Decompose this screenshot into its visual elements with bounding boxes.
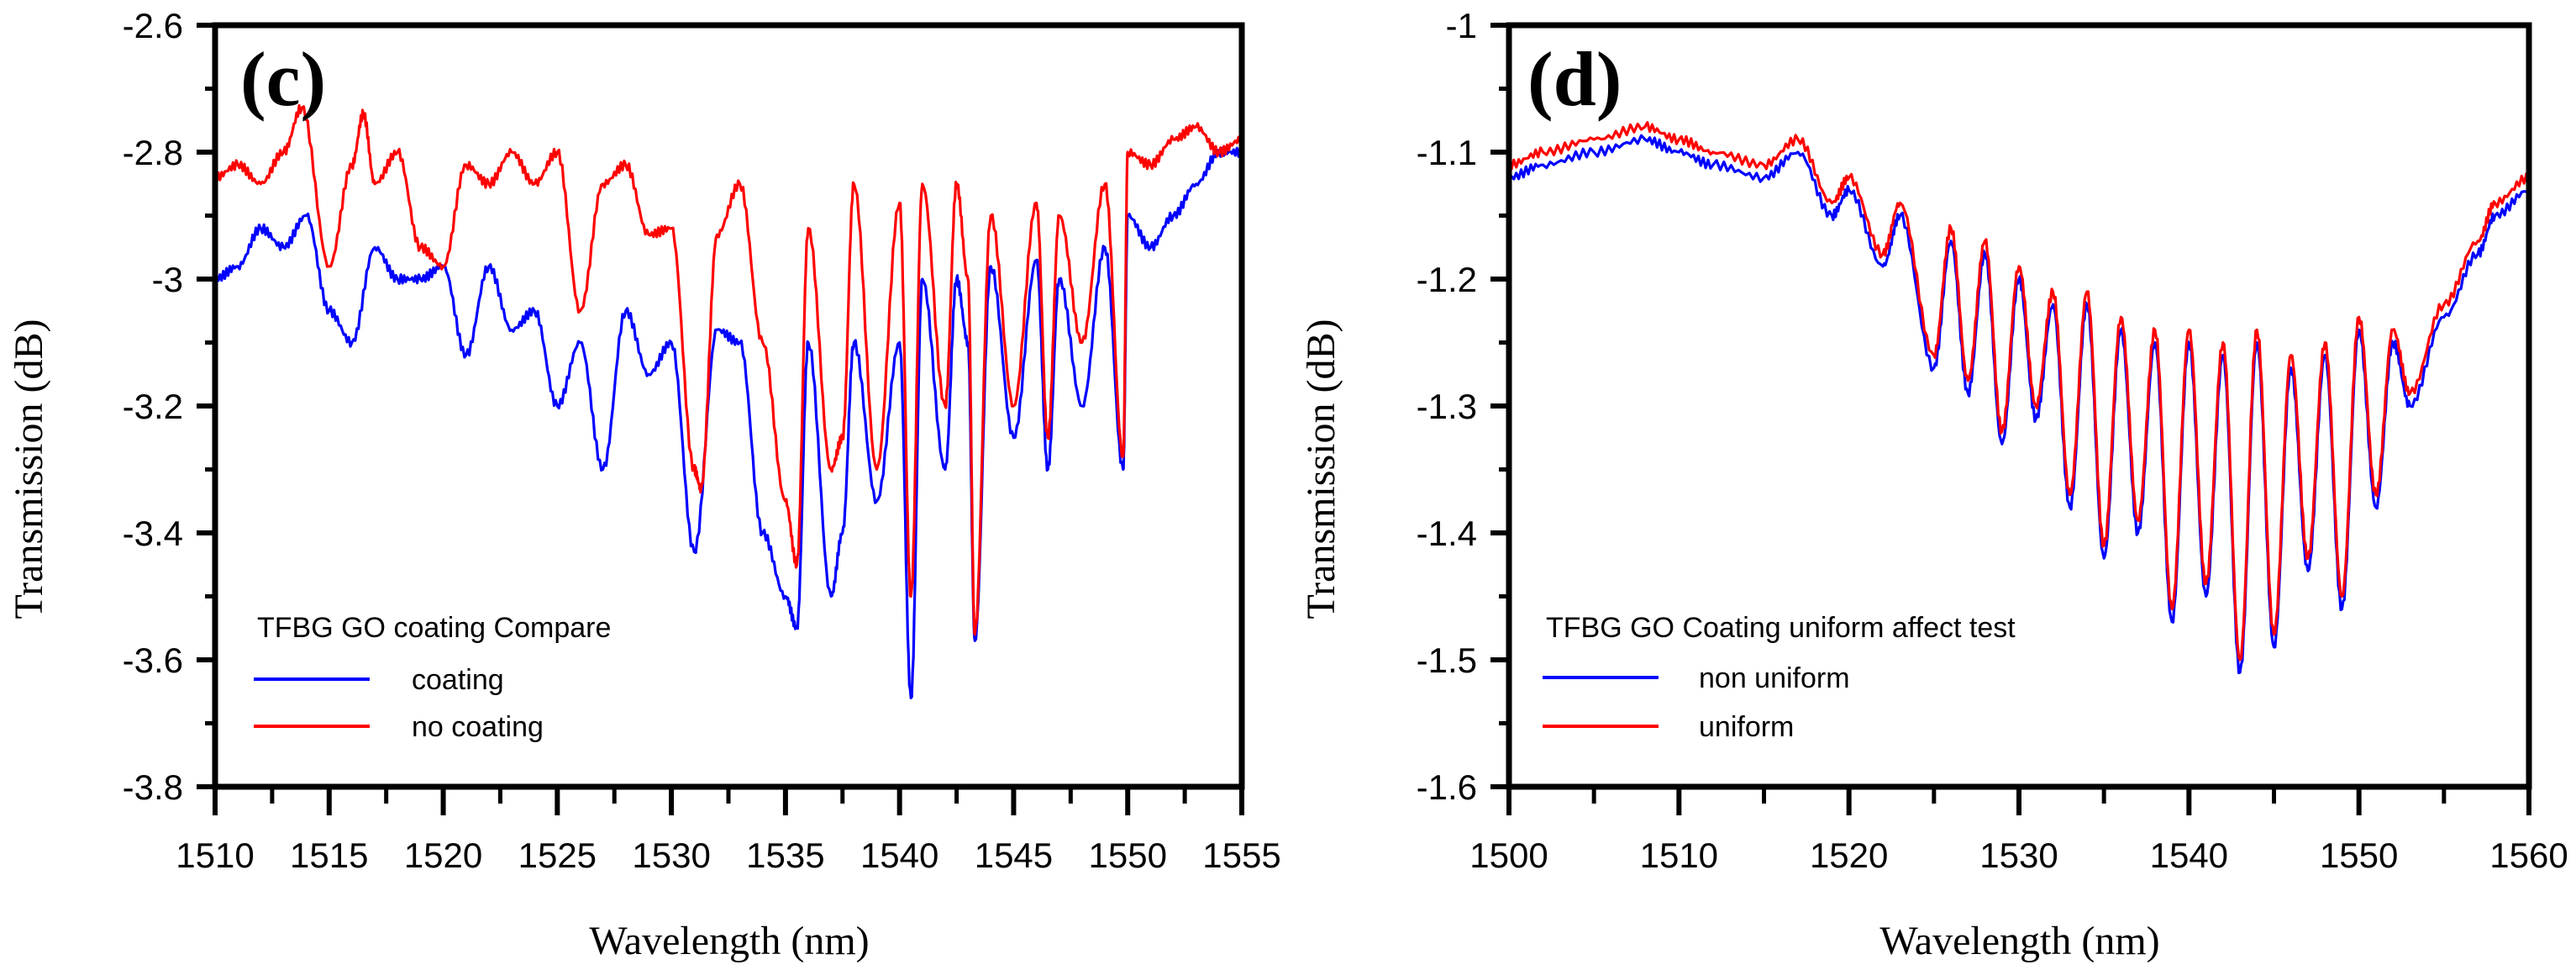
panel-c-x-tick-label: 1545	[975, 836, 1053, 875]
panel-c-y-tick-label: -3.4	[123, 514, 183, 553]
panel-d-frame	[1506, 22, 2532, 790]
panel-c-y-tick-label: -3.2	[123, 387, 183, 426]
panel-d-x-tick-label: 1540	[2150, 836, 2228, 875]
panel-c-series-coating	[214, 146, 1243, 699]
panel-c-x-tick-label: 1510	[176, 836, 254, 875]
panel-c-series	[213, 103, 1243, 699]
panel-d-y-tick-label: -1.6	[1417, 767, 1477, 807]
panel-c-x-tick-label: 1555	[1202, 836, 1280, 875]
panel-c-x-tick-label: 1535	[746, 836, 824, 875]
panel-d-series	[1507, 121, 2531, 675]
panel-d-legend-label-uniform: uniform	[1699, 711, 1794, 743]
panel-d-y-axis-title: Transmission (dB)	[1299, 319, 1343, 619]
panel-c-x-tick-label: 1540	[860, 836, 938, 875]
panel-c-x-axis-title: Wavelength (nm)	[589, 919, 869, 963]
panel-c-y-tick-label: -2.8	[123, 133, 183, 172]
panel-c-label: (c)	[240, 36, 326, 122]
panel-d-y-tick-label: -1.4	[1417, 514, 1477, 553]
panel-d-x-tick-label: 1520	[1810, 836, 1888, 875]
panel-c-y-axis-title: Transmission (dB)	[7, 319, 51, 619]
panel-c-y-tick-label: -3.8	[123, 767, 183, 807]
panel-d-y-tick-label: -1	[1446, 6, 1477, 45]
panel-d-y-tick-label: -1.1	[1417, 133, 1477, 172]
panel-c-y-tick-label: -3.6	[123, 641, 183, 680]
panel-c-x-tick-label: 1550	[1089, 836, 1167, 875]
panel-d-x-tick-label: 1550	[2320, 836, 2398, 875]
panel-c-x-tick-label: 1515	[290, 836, 368, 875]
panel-c-x-tick-label: 1530	[632, 836, 710, 875]
panel-c-series-no-coating	[213, 103, 1243, 636]
panel-d-legend: TFBG GO Coating uniform affect test non …	[1543, 612, 2016, 743]
panel-d-x-tick-label: 1510	[1640, 836, 1718, 875]
panel-c: Transmission (dB) Wavelength (nm) -3.8-3…	[7, 6, 1281, 963]
panel-d-x-tick-label: 1530	[1979, 836, 2058, 875]
panel-d-ticks: -1.6 -1.5 -1.4 -1.3 -1.2 -1.1 -1 1500 1510 1520 15…	[1417, 6, 2568, 875]
panel-d-x-axis-title: Wavelength (nm)	[1879, 919, 2159, 963]
panel-c-legend: TFBG GO coating Compare coating no coati…	[254, 612, 611, 743]
panel-d-y-tick-label: -1.2	[1417, 260, 1477, 299]
panel-c-x-tick-label: 1525	[518, 836, 597, 875]
panel-d-legend-title: TFBG GO Coating uniform affect test	[1546, 612, 2016, 644]
panel-d-series-non-uniform	[1508, 134, 2530, 675]
panel-c-legend-label-no-coating: no coating	[412, 711, 544, 743]
panel-d-y-tick-label: -1.3	[1417, 387, 1477, 426]
panel-d-series-uniform	[1507, 121, 2531, 662]
panel-c-legend-title: TFBG GO coating Compare	[257, 612, 611, 644]
panel-c-ticks: -3.8 -3.6 -3.4 -3.2 -3 -2.8 -2.6 1510 1515 1520 15…	[123, 6, 1281, 875]
panel-d-x-tick-label: 1560	[2489, 836, 2568, 875]
panel-c-y-tick-label: -3	[152, 260, 183, 299]
panel-c-legend-label-coating: coating	[412, 664, 504, 696]
panel-c-x-tick-label: 1520	[404, 836, 482, 875]
panel-d: Transmission (dB) Wavelength (nm) -1.6-1…	[1299, 6, 2568, 963]
panel-d-y-tick-label: -1.5	[1417, 641, 1477, 680]
panel-c-y-tick-label: -2.6	[123, 6, 183, 45]
panel-c-frame	[212, 22, 1245, 790]
panel-d-legend-label-non-uniform: non uniform	[1699, 662, 1850, 694]
panel-d-label: (d)	[1527, 36, 1622, 122]
panel-d-x-tick-label: 1500	[1469, 836, 1548, 875]
